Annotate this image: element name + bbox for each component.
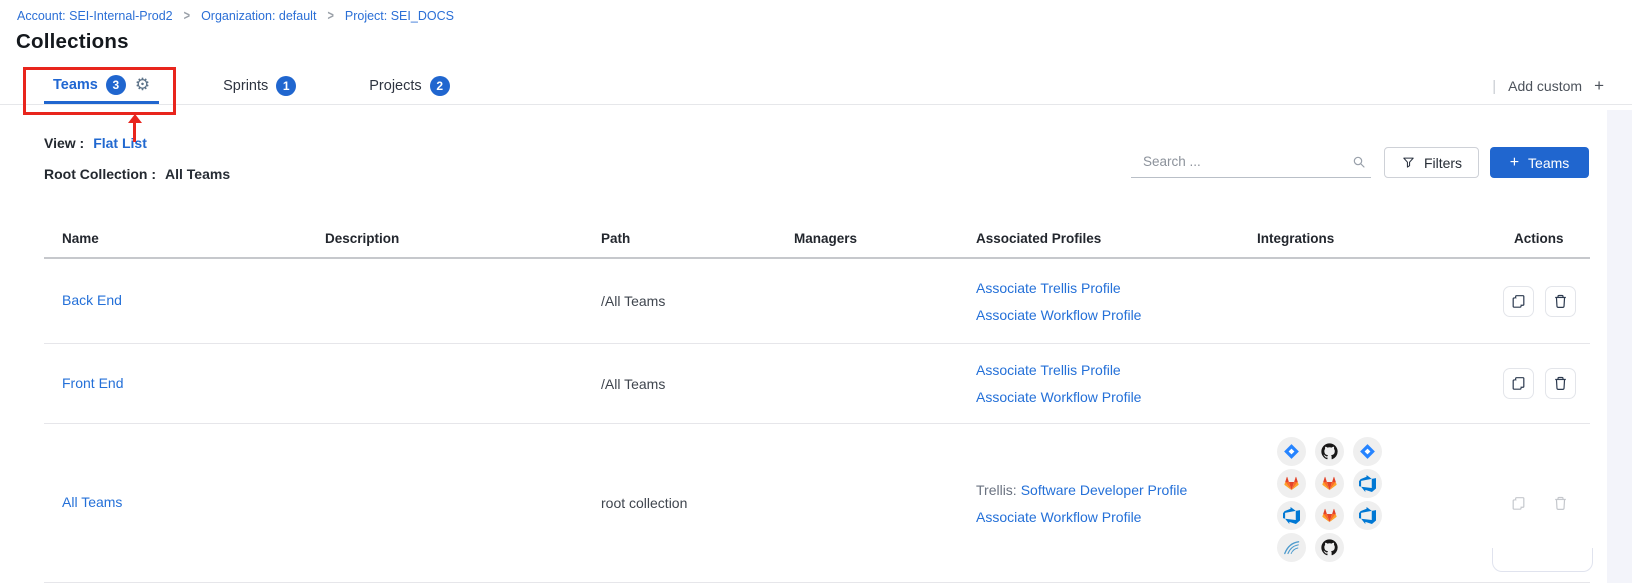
cell-actions <box>1470 368 1590 399</box>
associate-trellis-profile-link[interactable]: Associate Trellis Profile <box>976 279 1121 296</box>
add-custom-button[interactable]: | Add custom + <box>1492 68 1604 104</box>
column-header-description: Description <box>325 231 400 246</box>
chevron-right-icon: > <box>327 8 334 24</box>
gear-icon[interactable]: ⚙ <box>134 75 151 94</box>
azure-devops-icon <box>1353 501 1382 530</box>
add-teams-button[interactable]: + Teams <box>1490 147 1589 178</box>
column-header-actions: Actions <box>1514 231 1564 246</box>
tab-bar: Teams 3 ⚙ Sprints 1 Projects 2 | Add cus… <box>0 68 1632 105</box>
chevron-right-icon: > <box>183 8 191 24</box>
view-selector: View : Flat List <box>44 135 147 151</box>
tab-projects-label: Projects <box>369 78 422 94</box>
card-bottom-edge <box>1492 548 1593 572</box>
breadcrumb-project-link[interactable]: Project: SEI_DOCS <box>344 9 454 23</box>
table-header-row: Name Description Path Managers Associate… <box>44 221 1590 259</box>
add-teams-label: Teams <box>1528 154 1570 171</box>
filters-label: Filters <box>1423 154 1463 171</box>
tab-teams-label: Teams <box>53 76 98 93</box>
column-header-path: Path <box>601 231 631 246</box>
trash-icon <box>1555 294 1566 308</box>
integration-icon-grid <box>1257 437 1382 562</box>
cell-path: /All Teams <box>601 375 666 392</box>
add-custom-label: Add custom <box>1508 78 1583 94</box>
tab-projects-count-badge: 2 <box>429 76 450 96</box>
collection-name-link[interactable]: Back End <box>62 292 122 308</box>
column-header-managers: Managers <box>794 231 858 246</box>
collection-name-link[interactable]: Front End <box>62 374 124 391</box>
associate-workflow-profile-link[interactable]: Associate Workflow Profile <box>976 508 1142 525</box>
copy-icon <box>1512 377 1525 390</box>
cell-associated-profiles: Trellis: Software Developer Profile Assoc… <box>976 482 1257 525</box>
copy-icon <box>1512 496 1525 510</box>
column-header-integrations: Integrations <box>1257 231 1335 246</box>
copy-icon <box>1512 294 1525 308</box>
github-icon <box>1315 437 1344 466</box>
table-row: All Teams root collection Trellis: Softwa… <box>44 424 1590 583</box>
cell-path: root collection <box>601 495 688 511</box>
collections-table: Name Description Path Managers Associate… <box>44 221 1590 583</box>
associate-workflow-profile-link[interactable]: Associate Workflow Profile <box>976 306 1142 323</box>
trash-icon <box>1555 376 1566 390</box>
view-label: View : <box>44 135 85 151</box>
cell-associated-profiles: Associate Trellis Profile Associate Work… <box>976 362 1257 405</box>
gitlab-icon <box>1315 469 1344 498</box>
cell-actions <box>1470 488 1590 519</box>
cell-path: /All Teams <box>601 293 666 309</box>
breadcrumb: Account: SEI-Internal-Prod2 > Organizati… <box>17 8 454 24</box>
filters-button[interactable]: Filters <box>1384 147 1479 178</box>
copy-button[interactable] <box>1503 368 1534 399</box>
associate-workflow-profile-link[interactable]: Associate Workflow Profile <box>976 389 1142 405</box>
divider: | <box>1492 77 1497 95</box>
trellis-prefix-label: Trellis: <box>976 481 1017 498</box>
search-icon <box>1353 156 1365 168</box>
plus-icon: + <box>1594 76 1604 95</box>
copy-button <box>1503 488 1534 519</box>
collection-name-link[interactable]: All Teams <box>62 494 123 510</box>
search-box <box>1131 147 1371 178</box>
software-developer-profile-link[interactable]: Software Developer Profile <box>1020 481 1188 498</box>
cell-associated-profiles: Associate Trellis Profile Associate Work… <box>976 280 1257 323</box>
root-collection: Root Collection : All Teams <box>44 166 230 182</box>
tab-teams[interactable]: Teams 3 ⚙ <box>44 68 160 104</box>
azure-devops-icon <box>1277 501 1306 530</box>
scrollbar-gutter <box>1607 110 1632 583</box>
trash-icon <box>1555 496 1566 510</box>
gitlab-icon <box>1315 501 1344 530</box>
plus-icon: + <box>1509 153 1520 171</box>
search-input[interactable] <box>1131 147 1341 176</box>
delete-button[interactable] <box>1545 285 1576 317</box>
azure-devops-icon <box>1353 469 1382 498</box>
breadcrumb-organization-link[interactable]: Organization: default <box>201 9 317 23</box>
delete-button <box>1545 488 1576 519</box>
column-header-associated-profiles: Associated Profiles <box>976 231 1102 246</box>
gitlab-icon <box>1277 469 1306 498</box>
root-collection-label: Root Collection : <box>44 166 156 182</box>
jira-icon <box>1353 437 1382 466</box>
tab-sprints-label: Sprints <box>223 78 269 94</box>
annotation-arrow-icon <box>128 114 142 123</box>
copy-button[interactable] <box>1503 285 1534 317</box>
tab-sprints[interactable]: Sprints 1 <box>214 68 305 104</box>
table-row: Back End /All Teams Associate Trellis Pr… <box>44 259 1590 344</box>
table-row: Front End /All Teams Associate Trellis P… <box>44 344 1590 424</box>
root-collection-value: All Teams <box>165 166 231 182</box>
jira-icon <box>1277 437 1306 466</box>
cell-actions <box>1470 285 1590 317</box>
sonarqube-icon <box>1277 533 1306 562</box>
funnel-icon <box>1403 157 1414 168</box>
tab-projects[interactable]: Projects 2 <box>360 68 458 104</box>
associate-trellis-profile-link[interactable]: Associate Trellis Profile <box>976 362 1121 378</box>
github-icon <box>1315 533 1344 562</box>
tab-teams-count-badge: 3 <box>105 74 126 95</box>
breadcrumb-account-link[interactable]: Account: SEI-Internal-Prod2 <box>17 9 173 23</box>
column-header-name: Name <box>62 231 99 246</box>
page-title: Collections <box>16 30 129 53</box>
delete-button[interactable] <box>1545 368 1576 399</box>
view-value-link[interactable]: Flat List <box>93 135 147 151</box>
tab-sprints-count-badge: 1 <box>276 76 297 96</box>
cell-integrations <box>1257 437 1470 562</box>
